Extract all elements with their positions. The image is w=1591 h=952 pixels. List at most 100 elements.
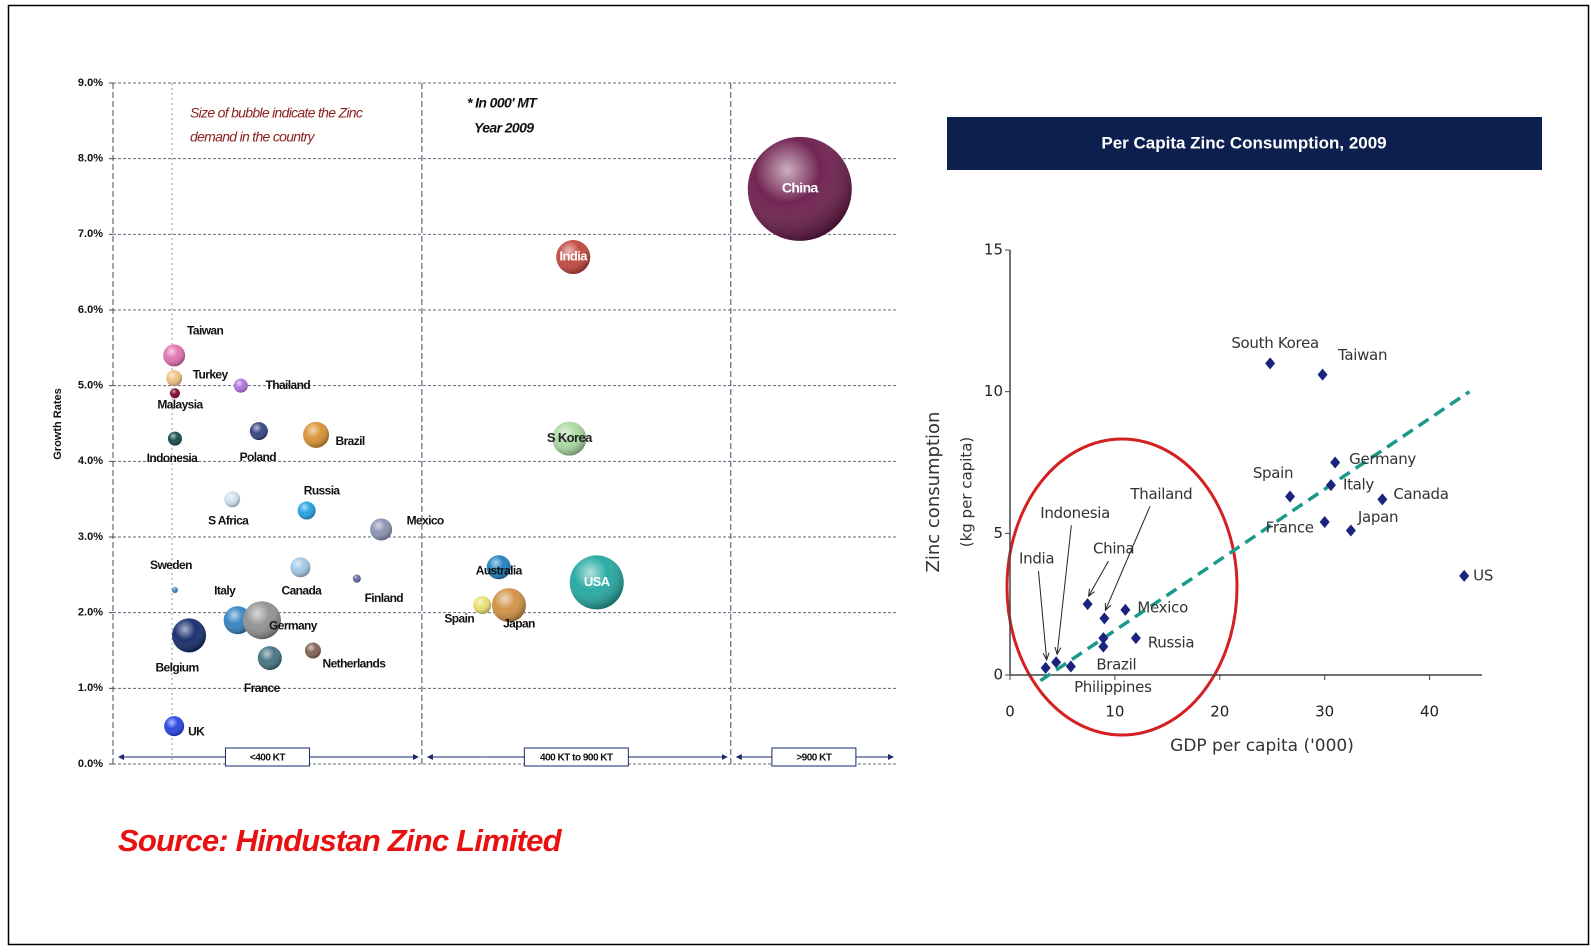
y-tick-label: 8.0% bbox=[78, 153, 103, 165]
label-arrow bbox=[1089, 560, 1109, 596]
data-label: Indonesia bbox=[147, 451, 199, 465]
data-label: Canada bbox=[282, 583, 323, 597]
y-tick-label: 6.0% bbox=[78, 304, 103, 316]
data-label: Malaysia bbox=[157, 397, 203, 411]
data-label: South Korea bbox=[1231, 334, 1319, 352]
data-label: Spain bbox=[1253, 464, 1293, 482]
data-label: US bbox=[1473, 566, 1493, 584]
data-label: Finland bbox=[365, 591, 404, 605]
bubble-shade bbox=[166, 370, 183, 387]
title-banner bbox=[947, 117, 1542, 170]
zone-label: <400 KT bbox=[250, 753, 286, 764]
point bbox=[1051, 656, 1062, 669]
bubble-shade bbox=[163, 344, 186, 367]
data-label: India bbox=[1019, 549, 1054, 567]
annotation: demand in the country bbox=[190, 129, 316, 145]
data-label: Russia bbox=[1148, 634, 1194, 652]
data-label: Thailand bbox=[1129, 485, 1192, 503]
point bbox=[1377, 493, 1388, 506]
bubble-shade bbox=[747, 136, 852, 241]
data-label: Thailand bbox=[266, 378, 311, 392]
data-label: S Africa bbox=[208, 513, 249, 527]
y-tick-label: 2.0% bbox=[78, 607, 103, 619]
data-label: USA bbox=[584, 574, 611, 589]
point bbox=[1319, 516, 1330, 528]
data-label: China bbox=[1093, 540, 1134, 558]
bubble-shade bbox=[169, 388, 180, 399]
zone-box bbox=[771, 747, 857, 767]
bubble-shade bbox=[171, 586, 178, 593]
bubble-shade bbox=[303, 421, 330, 448]
bubble-shade bbox=[569, 555, 624, 610]
point bbox=[1099, 612, 1110, 625]
data-label: Taiwan bbox=[187, 324, 223, 338]
point bbox=[1459, 569, 1470, 582]
chart-title: Per Capita Zinc Consumption, 2009 bbox=[1101, 133, 1386, 152]
zone-label: >900 KT bbox=[796, 753, 832, 764]
y-tick-label: 0 bbox=[993, 666, 1003, 684]
bubble-shade bbox=[304, 642, 321, 659]
data-label: Australia bbox=[476, 563, 523, 577]
data-label: France bbox=[244, 681, 281, 695]
point bbox=[1120, 603, 1131, 616]
bubble-shade bbox=[257, 646, 282, 671]
bubble-shade bbox=[290, 557, 311, 578]
annotation: Size of bubble indicate the Zinc bbox=[190, 105, 363, 121]
bubble-shade bbox=[370, 518, 393, 541]
data-label: Italy bbox=[1343, 476, 1374, 494]
point bbox=[1330, 456, 1341, 469]
bubble-shade bbox=[164, 716, 185, 737]
point bbox=[1098, 632, 1109, 645]
point bbox=[1325, 479, 1336, 492]
bubble-shade bbox=[224, 491, 241, 508]
data-label: Japan bbox=[503, 616, 535, 630]
y-axis-title: Growth Rates bbox=[52, 388, 64, 460]
x-tick-label: 10 bbox=[1105, 703, 1124, 721]
point bbox=[1040, 661, 1051, 674]
bubble-shade bbox=[167, 431, 182, 446]
y-tick-label: 7.0% bbox=[78, 228, 103, 240]
zone-box bbox=[523, 747, 629, 767]
data-label: Spain bbox=[444, 611, 474, 625]
data-label: Belgium bbox=[155, 661, 198, 675]
x-tick-label: 0 bbox=[1005, 703, 1015, 721]
source: Source: Hindustan Zinc Limited bbox=[118, 823, 563, 858]
bubble-shade bbox=[352, 574, 361, 583]
note: Year 2009 bbox=[474, 120, 534, 136]
x-tick-label: 30 bbox=[1315, 703, 1334, 721]
y-tick-label: 0.0% bbox=[78, 758, 103, 770]
data-label: S Korea bbox=[547, 430, 593, 445]
y-tick-label: 3.0% bbox=[78, 531, 103, 543]
bubble-shade bbox=[491, 588, 526, 623]
data-label: Brazil bbox=[1096, 656, 1136, 674]
point bbox=[1130, 632, 1141, 645]
data-label: Turkey bbox=[193, 367, 229, 381]
data-label: Philippines bbox=[1074, 678, 1152, 696]
point bbox=[1082, 598, 1093, 611]
y-tick-label: 5.0% bbox=[78, 380, 103, 392]
bubble-shade bbox=[249, 422, 268, 441]
y-tick-label: 4.0% bbox=[78, 455, 103, 467]
y-axis-title: (kg per capita) bbox=[958, 437, 976, 548]
point bbox=[1098, 640, 1109, 653]
y-tick-label: 1.0% bbox=[78, 682, 103, 694]
point bbox=[1317, 368, 1328, 381]
bubble-shade bbox=[486, 555, 511, 580]
data-label: Germany bbox=[269, 618, 318, 632]
label-arrow bbox=[1105, 506, 1151, 610]
point bbox=[1345, 524, 1356, 537]
label-arrow bbox=[1037, 570, 1046, 660]
y-tick-label: 15 bbox=[984, 241, 1003, 259]
y-axis-title: Zinc consumption bbox=[923, 412, 944, 573]
data-label: Poland bbox=[240, 450, 277, 464]
data-label: Italy bbox=[214, 583, 236, 597]
point bbox=[1265, 357, 1276, 370]
bubble-shade bbox=[473, 596, 492, 615]
data-label: Mexico bbox=[407, 514, 444, 528]
data-label: Brazil bbox=[336, 434, 365, 448]
bubble-shade bbox=[233, 378, 248, 393]
data-label: India bbox=[560, 248, 589, 263]
x-tick-label: 40 bbox=[1420, 703, 1439, 721]
